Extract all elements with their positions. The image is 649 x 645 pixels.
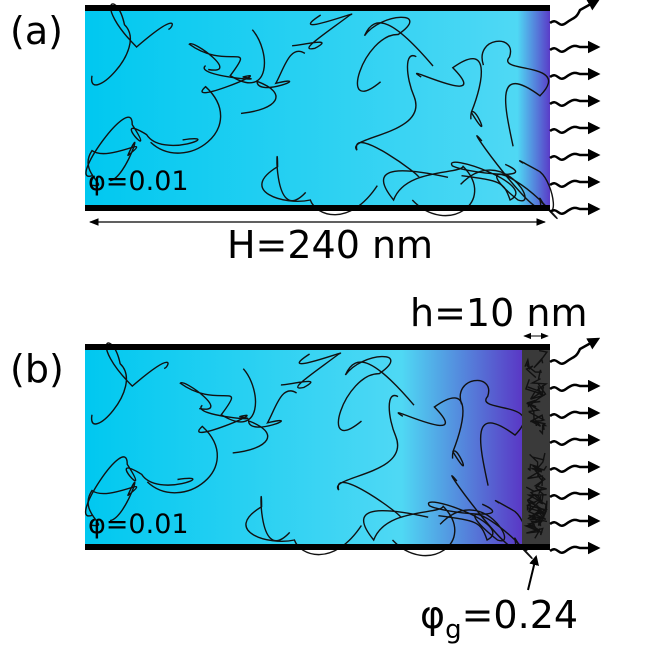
polymer-chains — [85, 3, 558, 220]
chain — [538, 422, 548, 436]
chain — [240, 50, 306, 115]
arrow — [549, 121, 601, 135]
solution-b — [85, 347, 525, 547]
chain — [146, 404, 249, 494]
layer-thickness: h=10 nm — [410, 291, 587, 335]
evaporation-arrows — [549, 0, 601, 216]
chain — [535, 500, 548, 516]
chain — [245, 496, 362, 556]
chain — [527, 383, 547, 408]
arrow — [549, 67, 601, 81]
chain — [459, 379, 525, 486]
chain — [336, 394, 402, 519]
evaporation-arrows — [549, 337, 601, 555]
chain — [355, 54, 420, 179]
chain — [179, 368, 257, 423]
chain — [527, 452, 546, 472]
symbol: φ — [420, 593, 445, 637]
arrow — [549, 541, 601, 555]
chain — [528, 411, 546, 423]
value: =0.24 — [462, 593, 578, 637]
arrow — [549, 433, 601, 447]
chain — [85, 116, 199, 177]
chain — [382, 165, 476, 217]
chain — [527, 386, 545, 400]
chain — [363, 505, 456, 557]
arrow — [549, 40, 601, 54]
chain — [188, 29, 266, 84]
chain — [460, 135, 542, 209]
arrow — [549, 460, 601, 474]
chain — [525, 469, 547, 493]
arrow — [549, 406, 601, 420]
subscript: g — [445, 615, 462, 645]
arrow — [549, 0, 601, 26]
chain — [524, 357, 537, 379]
pointer-arrow — [527, 555, 539, 591]
arrow — [549, 337, 601, 365]
arrow — [549, 175, 601, 189]
arrow — [549, 148, 601, 162]
chain — [526, 519, 548, 539]
chain — [232, 390, 297, 454]
chain — [533, 349, 549, 369]
chain — [526, 493, 543, 511]
chain — [527, 467, 544, 486]
chain — [526, 362, 542, 380]
arrow — [549, 487, 601, 501]
arrow — [549, 379, 601, 393]
chain — [481, 40, 550, 147]
chain — [261, 156, 378, 216]
chain — [526, 487, 544, 511]
chain — [91, 3, 173, 86]
grafted-fraction: φg=0.24 — [420, 593, 578, 645]
chain — [91, 342, 169, 425]
volume-fraction: φ=0.01 — [88, 509, 189, 540]
arrow — [549, 202, 601, 216]
chain — [292, 13, 353, 50]
arrow — [549, 94, 601, 108]
arrow — [549, 514, 601, 528]
panel-label: (b) — [10, 347, 64, 391]
chain — [337, 355, 415, 431]
panel-label: (a) — [10, 9, 63, 53]
dense-chains — [523, 349, 549, 539]
chain — [415, 58, 483, 128]
chain — [356, 16, 434, 92]
chain — [280, 352, 342, 389]
chain — [87, 141, 138, 187]
chain — [87, 481, 138, 527]
chain — [85, 456, 194, 517]
chain — [529, 453, 545, 470]
film-thickness: H=240 nm — [227, 223, 433, 267]
chain — [150, 65, 252, 154]
chain — [526, 494, 547, 514]
volume-fraction: φ=0.01 — [88, 166, 189, 197]
chain — [439, 475, 517, 549]
chain — [526, 402, 541, 413]
